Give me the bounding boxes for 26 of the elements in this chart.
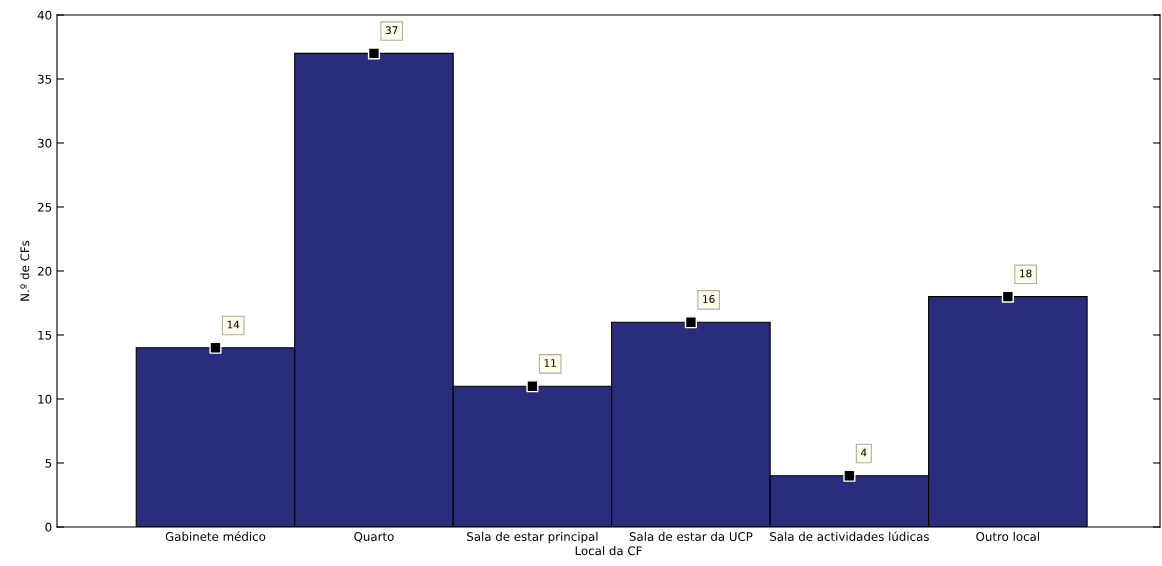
x-tick-label: Gabinete médico	[165, 531, 266, 541]
data-label: 37	[385, 26, 398, 35]
data-label: 11	[544, 359, 556, 367]
y-tick-label: 40	[37, 10, 52, 20]
x-tick-label: Outro local	[976, 531, 1039, 541]
y-tick-label: 25	[37, 202, 52, 212]
y-tick-label: 5	[45, 458, 52, 468]
point	[367, 47, 381, 60]
data-label: 14	[227, 320, 240, 329]
point	[526, 380, 539, 393]
y-tick-label: 10	[38, 394, 52, 404]
y-tick-label: 15	[38, 330, 52, 340]
y-tick-label: 0	[45, 522, 52, 532]
point	[684, 316, 697, 329]
data-label: 16	[703, 295, 715, 303]
x-axis-title: Local da CF	[575, 546, 642, 556]
x-tick-label: Sala de estar da UCP	[629, 531, 753, 541]
data-label: 4	[861, 448, 867, 457]
x-tick-label: Quarto	[354, 532, 394, 543]
y-tick-label: 30	[38, 138, 52, 148]
y-tick-label: 35	[38, 74, 52, 84]
data-label: 18	[1020, 269, 1032, 278]
x-tick-label: Sala de actividades lúdicas	[770, 531, 929, 541]
x-tick-label: Sala de estar principal	[467, 531, 598, 544]
y-tick-label: 20	[37, 266, 52, 276]
y-axis-title: N.º de CFs	[20, 240, 30, 301]
